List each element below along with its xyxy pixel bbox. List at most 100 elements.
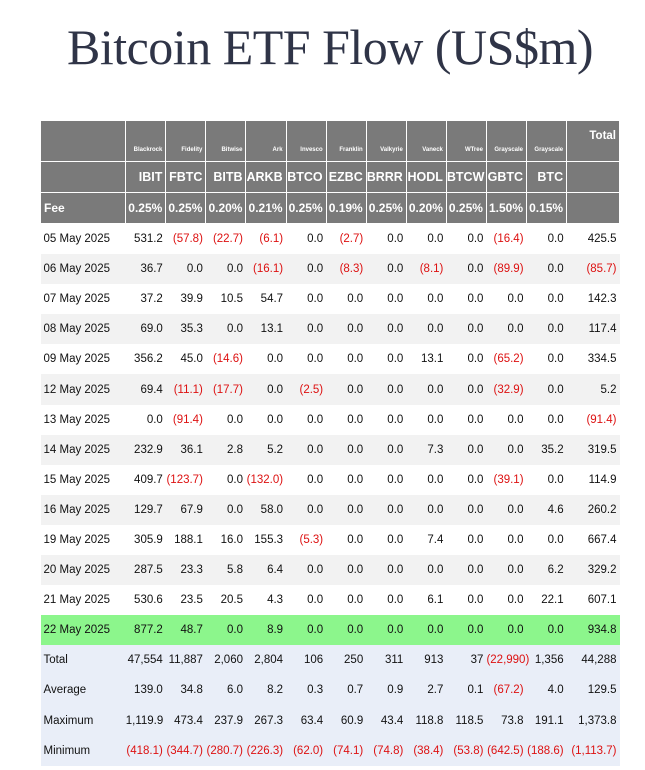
page-title: Bitcoin ETF Flow (US$m) bbox=[66, 19, 594, 75]
summary-value: 8.2 bbox=[245, 675, 287, 706]
flow-value: 20.5 bbox=[205, 585, 246, 616]
flow-value: 23.5 bbox=[165, 585, 206, 616]
flow-value: 35.3 bbox=[165, 314, 206, 345]
flow-value: 0.0 bbox=[286, 494, 327, 525]
summary-value: (22,990) bbox=[486, 645, 529, 676]
table-row: 15 May 2025 409.7 (123.7) 0.0 (132.0) 0.0 0.0 0… bbox=[40, 464, 620, 495]
flow-value: 10.5 bbox=[205, 284, 246, 315]
flow-value: 0.0 bbox=[366, 524, 407, 556]
row-date: 06 May 2025 bbox=[40, 254, 126, 285]
fee-value: 0.25% bbox=[445, 192, 487, 224]
issuer-name: Bitwise bbox=[205, 120, 247, 162]
fee-row: Fee 0.25% 0.25% 0.20% 0.21% 0.25% 0.19% 0.25% 0.… bbox=[39, 192, 620, 224]
summary-value: 267.3 bbox=[245, 705, 287, 736]
flow-value: 409.7 bbox=[125, 464, 166, 495]
issuer-name: Vaneck bbox=[405, 120, 447, 162]
flow-value: 0.0 bbox=[526, 344, 567, 375]
flow-value: 0.0 bbox=[366, 464, 407, 495]
flow-value: 0.0 bbox=[446, 344, 487, 375]
summary-value: 913 bbox=[406, 645, 447, 676]
summary-label: Total bbox=[40, 645, 126, 676]
flow-value: 0.0 bbox=[406, 464, 447, 495]
flow-value: 0.0 bbox=[366, 374, 407, 405]
row-total: 319.5 bbox=[566, 434, 620, 465]
flow-value: (89.9) bbox=[486, 254, 527, 285]
flow-value: 0.0 bbox=[486, 615, 527, 646]
table-row: 14 May 2025 232.9 36.1 2.8 5.2 0.0 0.0 0.0 7.3 0.… bbox=[40, 434, 620, 465]
flow-value: 531.2 bbox=[125, 223, 166, 255]
row-date: 13 May 2025 bbox=[40, 404, 126, 435]
flow-value: 6.4 bbox=[245, 555, 287, 586]
flow-value: 7.3 bbox=[406, 434, 447, 465]
flow-value: 0.0 bbox=[486, 555, 527, 586]
row-total: (91.4) bbox=[566, 404, 620, 435]
flow-value: 0.0 bbox=[366, 223, 407, 255]
summary-value: (74.8) bbox=[366, 735, 407, 766]
summary-value: 311 bbox=[366, 645, 407, 676]
flow-value: (14.6) bbox=[205, 344, 246, 375]
ticker-corner bbox=[39, 161, 127, 193]
flow-value: (91.4) bbox=[165, 404, 206, 435]
flow-value: 0.0 bbox=[406, 223, 447, 255]
summary-value: 473.4 bbox=[165, 705, 206, 736]
summary-value: (62.0) bbox=[286, 735, 327, 766]
ticker-symbol: ARKB bbox=[245, 161, 287, 193]
flow-value: 0.0 bbox=[446, 374, 487, 405]
flow-value: 0.0 bbox=[326, 494, 367, 525]
row-date: 14 May 2025 bbox=[40, 434, 126, 465]
flow-value: 0.0 bbox=[446, 434, 487, 465]
ticker-symbol: BTC bbox=[526, 161, 568, 193]
row-date: 08 May 2025 bbox=[40, 314, 126, 345]
row-date: 07 May 2025 bbox=[40, 284, 126, 315]
summary-total: 129.5 bbox=[566, 675, 620, 706]
flow-value: 0.0 bbox=[446, 223, 487, 255]
table-row: 08 May 2025 69.0 35.3 0.0 13.1 0.0 0.0 0.0 0.0 0.… bbox=[40, 314, 620, 345]
flow-value: 0.0 bbox=[526, 615, 567, 646]
flow-value: 0.0 bbox=[326, 615, 367, 646]
summary-value: 2.7 bbox=[406, 675, 447, 706]
header-corner bbox=[39, 120, 127, 162]
issuer-header-row: Blackrock Fidelity Bitwise Ark Invesco Frankl… bbox=[39, 120, 620, 162]
flow-value: 0.0 bbox=[406, 284, 447, 315]
flow-value: (16.1) bbox=[245, 254, 287, 285]
flow-value: 0.0 bbox=[286, 464, 327, 495]
flow-value: 0.0 bbox=[326, 344, 367, 375]
summary-value: 118.8 bbox=[406, 705, 447, 736]
summary-value: (280.7) bbox=[205, 735, 246, 766]
flow-value: 155.3 bbox=[245, 524, 287, 556]
flow-value: 58.0 bbox=[245, 494, 287, 525]
flow-value: 0.0 bbox=[526, 254, 567, 285]
flow-value: 0.0 bbox=[486, 585, 527, 616]
flow-value: 0.0 bbox=[205, 404, 246, 435]
summary-value: 6.0 bbox=[205, 675, 246, 706]
fee-label: Fee bbox=[39, 192, 127, 224]
fee-value: 0.20% bbox=[405, 192, 447, 224]
flow-value: 0.0 bbox=[526, 374, 567, 405]
flow-value: 0.0 bbox=[125, 404, 166, 435]
table-row: 05 May 2025 531.2 (57.8) (22.7) (6.1) 0.0 (2.7… bbox=[40, 223, 620, 255]
issuer-name: Valkyrie bbox=[365, 120, 407, 162]
flow-value: 5.8 bbox=[205, 555, 246, 586]
ticker-symbol: FBTC bbox=[165, 161, 207, 193]
flow-value: (32.9) bbox=[486, 374, 527, 405]
flow-value: 287.5 bbox=[125, 555, 166, 586]
summary-row: Total 47,554 11,887 2,060 2,804 106 250 311 913 3… bbox=[40, 645, 620, 676]
flow-value: 0.0 bbox=[286, 434, 327, 465]
flow-value: 0.0 bbox=[286, 555, 327, 586]
row-total: 260.2 bbox=[566, 494, 620, 525]
summary-value: (188.6) bbox=[526, 735, 567, 766]
table-row: 12 May 2025 69.4 (11.1) (17.7) 0.0 (2.5) 0.0 0.… bbox=[40, 374, 620, 405]
flow-value: 54.7 bbox=[245, 284, 287, 315]
flow-value: 0.0 bbox=[446, 464, 487, 495]
summary-value: 0.3 bbox=[286, 675, 327, 706]
flow-value: 232.9 bbox=[125, 434, 166, 465]
ticker-symbol: BTCW bbox=[445, 161, 487, 193]
flow-value: 5.2 bbox=[245, 434, 287, 465]
row-total: 114.9 bbox=[566, 464, 620, 495]
ticker-symbol: BRRR bbox=[365, 161, 407, 193]
flow-value: 36.1 bbox=[165, 434, 206, 465]
row-date: 16 May 2025 bbox=[40, 494, 126, 525]
flow-value: (65.2) bbox=[486, 344, 527, 375]
summary-rows: Total 47,554 11,887 2,060 2,804 106 250 311 913 3… bbox=[40, 645, 620, 766]
flow-value: 129.7 bbox=[125, 494, 166, 525]
